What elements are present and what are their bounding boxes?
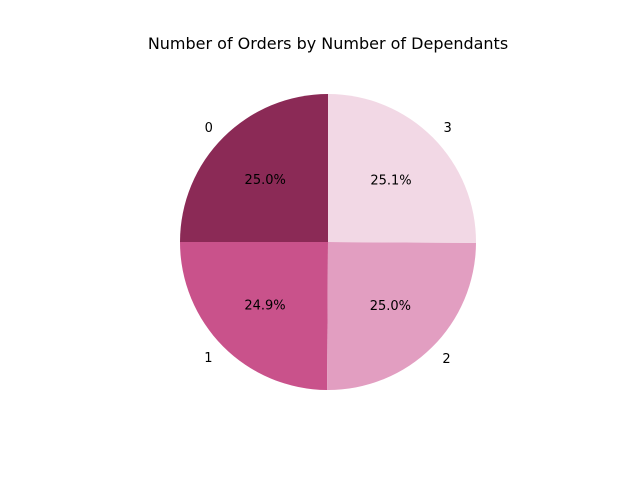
pie-labels: 0 25.0% 1 24.9% 2 25.0% 3 25.1% [204, 121, 452, 367]
slice-percent-2: 25.0% [370, 299, 411, 314]
slice-percent-3: 25.1% [370, 173, 411, 188]
chart-title: Number of Orders by Number of Dependants [148, 34, 508, 53]
slice-label-1: 1 [204, 351, 212, 366]
pie-slice-2 [327, 242, 476, 390]
slice-percent-0: 25.0% [245, 173, 286, 188]
pie-slice-3 [328, 94, 476, 243]
slice-label-0: 0 [205, 121, 213, 136]
pie-slice-0 [180, 94, 328, 242]
slice-label-3: 3 [443, 121, 451, 136]
pie-slice-1 [180, 242, 328, 390]
slice-label-2: 2 [442, 352, 450, 367]
pie-slices [180, 94, 476, 390]
slice-percent-1: 24.9% [244, 299, 285, 314]
